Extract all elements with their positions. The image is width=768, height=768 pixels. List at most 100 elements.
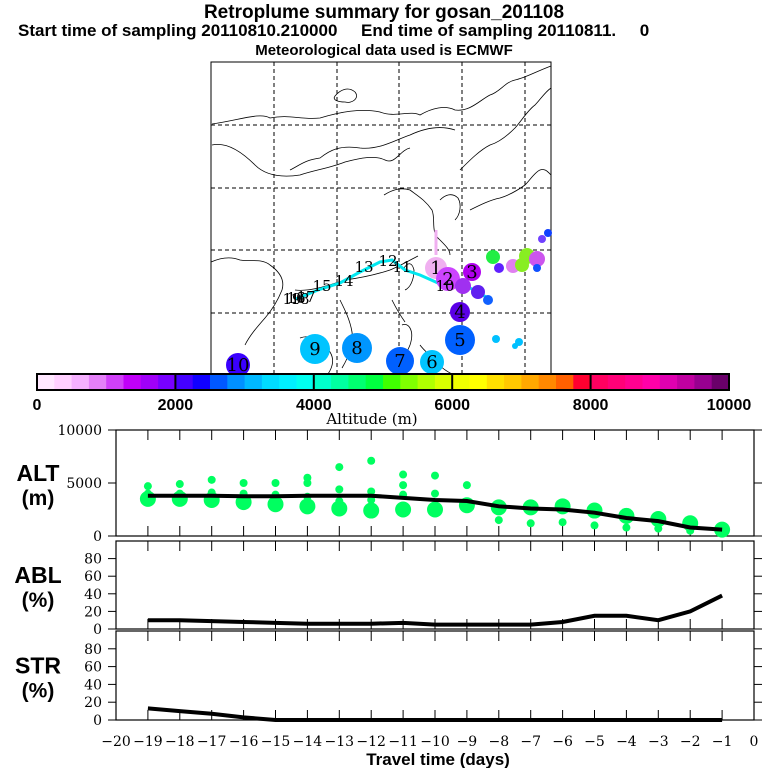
- minor-cluster-marker: [494, 263, 504, 273]
- x-tick-label: −7: [520, 734, 541, 750]
- alt-point: [271, 479, 280, 487]
- colorbar-tick-label: 2000: [158, 397, 194, 414]
- colorbar-segment: [261, 374, 280, 390]
- alt-point: [462, 481, 471, 490]
- colorbar-segment: [227, 374, 246, 390]
- y-axis-label: ALT: [16, 460, 59, 486]
- alt-point: [558, 518, 567, 527]
- minor-cluster-marker: [492, 335, 500, 343]
- cluster-label: 2: [442, 269, 453, 290]
- alt-mean-line: [147, 493, 723, 532]
- alt-point: [367, 495, 376, 504]
- map-frame: [210, 61, 552, 375]
- cluster-label: 1: [430, 258, 441, 279]
- alt-point: [654, 524, 663, 533]
- x-tick-label: −16: [229, 734, 259, 750]
- colorbar-tick-label: 10000: [707, 397, 752, 414]
- alt-cluster-day--12: [363, 456, 380, 519]
- x-tick-label: −13: [325, 734, 355, 750]
- y-tick-label: 10000: [57, 423, 102, 439]
- x-tick-label: −18: [165, 734, 195, 750]
- x-tick-label: −17: [197, 734, 227, 750]
- x-axis: −20 −19 −18 −17 −16 −15 −14 −13 −12 −11 −10 −9 −8 −7−…: [101, 734, 758, 768]
- x-tick-label: −14: [293, 734, 323, 750]
- y-tick-label: 0: [93, 713, 102, 729]
- alt-point: [427, 501, 443, 518]
- alt-point: [267, 496, 284, 513]
- y-tick-label: 40: [84, 677, 102, 693]
- path-label-11: 11: [392, 258, 411, 276]
- colorbar-segment: [71, 374, 90, 390]
- y-tick-label: 80: [84, 642, 102, 658]
- cluster-marker: [450, 302, 470, 322]
- map-cluster-4: 4: [450, 302, 470, 323]
- str-line: [147, 706, 723, 722]
- alt-point: [494, 516, 503, 525]
- colorbar-tick-label: 6000: [434, 397, 470, 414]
- cluster-label: 6: [426, 352, 437, 373]
- y-tick-label: 0: [93, 622, 102, 638]
- abl-line: [147, 593, 723, 627]
- path-label-17: 17: [296, 288, 315, 306]
- minor-cluster-marker: [471, 285, 485, 299]
- x-axis-title: Travel time (days): [366, 750, 510, 768]
- cluster-marker: [436, 267, 460, 291]
- alt-cluster-day--6: [554, 498, 571, 527]
- path-label-10: 10: [435, 277, 454, 295]
- y-axis-unit: (m): [22, 487, 55, 510]
- alt-cluster-day--7: [522, 499, 539, 528]
- colorbar-segment: [711, 374, 730, 390]
- cluster-label: 7: [394, 351, 405, 372]
- colorbar-segment: [140, 374, 159, 390]
- colorbar-segment: [365, 374, 384, 390]
- colorbar-segment: [642, 374, 661, 390]
- y-tick-label: 20: [84, 695, 102, 711]
- chart-title: Retroplume summary for gosan_201108: [203, 2, 565, 23]
- alt-point: [335, 485, 344, 494]
- colorbar-segment: [573, 374, 592, 390]
- alt-cluster-day--9: [458, 481, 475, 514]
- colorbar-segment: [677, 374, 695, 390]
- x-tick-label: −11: [388, 734, 418, 750]
- alt-point: [526, 519, 535, 528]
- y-tick-label: 40: [84, 587, 102, 603]
- minor-cluster-marker: [544, 229, 552, 237]
- colorbar-segment: [279, 374, 298, 390]
- minor-cluster-marker: [512, 343, 518, 349]
- y-tick-label: 20: [84, 604, 102, 620]
- alt-point: [395, 501, 412, 518]
- sampling-times: Start time of sampling 20110810.210000 E…: [18, 21, 650, 40]
- met-data-label: Meteorological data used is ECMWF: [255, 42, 513, 59]
- y-axis-label: ABL: [14, 562, 61, 588]
- map-cluster-10: 10: [226, 353, 250, 377]
- colorbar-segment: [106, 374, 125, 390]
- alt-point: [399, 481, 408, 490]
- colorbar-segment: [521, 374, 540, 390]
- alt-panel: 0 5000 10000 ALT(m): [16, 423, 762, 545]
- alt-point: [335, 463, 344, 472]
- colorbar-title: Altitude (m): [325, 410, 417, 428]
- colorbar-segment: [504, 374, 522, 390]
- alt-cluster-day--17: [203, 475, 220, 508]
- colorbar-segment: [625, 374, 644, 390]
- colorbar-segment: [452, 374, 471, 390]
- minor-cluster-marker: [486, 250, 500, 264]
- colorbar-tick-label: 4000: [296, 397, 332, 414]
- minor-cluster-marker: [529, 251, 545, 267]
- x-tick-label: −6: [552, 734, 573, 750]
- path-label-13: 13: [354, 258, 373, 276]
- colorbar-segment: [175, 374, 194, 390]
- y-tick-label: 60: [84, 660, 102, 676]
- x-tick-label: −1: [712, 734, 733, 750]
- colorbar-segment: [37, 374, 55, 390]
- alt-point: [143, 482, 152, 491]
- colorbar-frame: [36, 373, 730, 391]
- colorbar-segment: [88, 374, 107, 390]
- alt-point: [431, 489, 439, 498]
- path-label-16: 16: [286, 289, 305, 307]
- colorbar-segment: [434, 374, 453, 390]
- x-tick-label: −4: [616, 734, 637, 750]
